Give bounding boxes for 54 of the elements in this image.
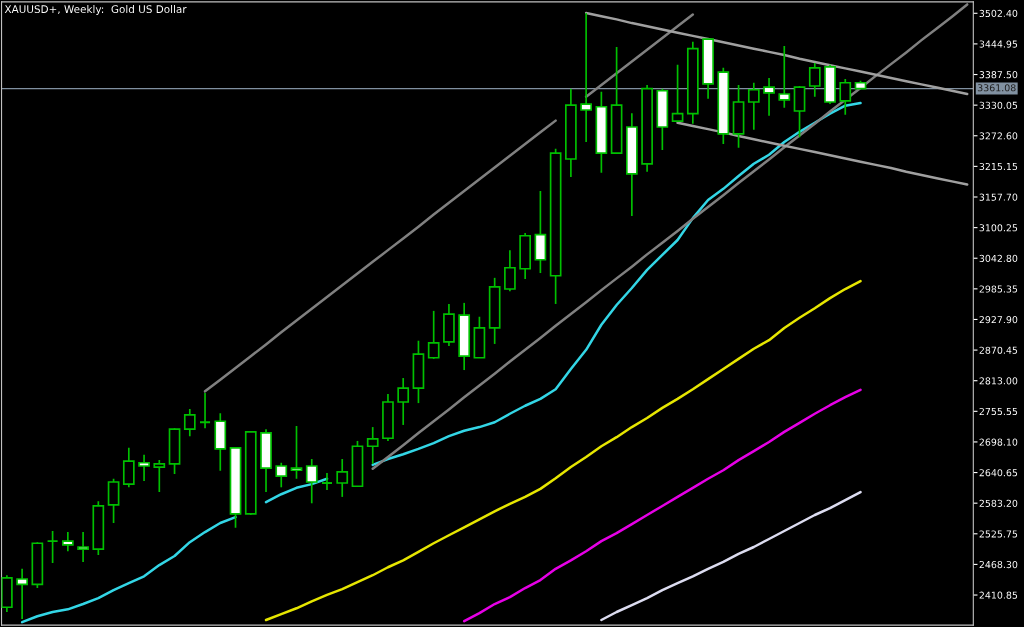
y-tick-label: 3330.05 (979, 101, 1018, 109)
candlestick (77, 531, 89, 563)
candlestick (153, 459, 166, 493)
candlestick (747, 81, 760, 131)
candlestick (138, 453, 150, 482)
y-tick-label: 3272.60 (979, 132, 1018, 140)
candlestick (793, 85, 806, 138)
candlestick (671, 63, 684, 122)
y-tick-label: 3387.50 (979, 71, 1018, 79)
y-tick-label: 2525.75 (979, 530, 1018, 538)
y-tick-label: 2870.45 (979, 346, 1018, 354)
y-tick-label: 3100.25 (979, 224, 1018, 232)
candlestick (199, 392, 212, 429)
ref-line-label: 3361.08 (977, 84, 1016, 92)
candlestick (778, 45, 791, 109)
y-tick-label: 3502.40 (979, 9, 1018, 18)
y-tick-label: 3042.80 (979, 254, 1018, 262)
candlestick (580, 12, 592, 143)
candlestick (763, 77, 775, 117)
line-series (371, 3, 969, 470)
y-tick-label: 3444.95 (979, 40, 1018, 48)
candlestick (320, 472, 333, 491)
candlestick (16, 568, 28, 620)
candlestick (61, 531, 74, 553)
candlestick (336, 458, 349, 498)
candlestick (839, 78, 852, 116)
candlestick (305, 458, 318, 505)
candlestick (183, 408, 196, 437)
candlestick (427, 310, 440, 360)
chart-title: XAUUSD+, Weekly: Gold US Dollar (4, 5, 187, 16)
y-tick-label: 2927.90 (979, 316, 1018, 324)
candlestick (397, 377, 410, 426)
candlestick (46, 530, 59, 564)
line-series (264, 279, 862, 622)
y-tick-label: 2985.35 (979, 285, 1018, 293)
candlestick (290, 425, 303, 480)
y-tick-label: 2813.00 (979, 377, 1018, 385)
y-tick-label: 3215.15 (979, 162, 1018, 171)
line-series (462, 388, 862, 623)
candlestick (107, 477, 120, 524)
y-tick-label: 2410.85 (979, 591, 1018, 599)
y-tick-label: 2755.55 (979, 407, 1018, 416)
y-tick-label: 2698.10 (979, 438, 1018, 446)
line-series (600, 490, 862, 622)
y-tick-label: 3157.70 (979, 193, 1018, 201)
candlestick (366, 426, 379, 465)
y-tick-label: 2583.20 (979, 499, 1018, 507)
y-tick-label: 2468.30 (979, 560, 1018, 569)
candlestick (504, 249, 516, 293)
line-series (584, 11, 969, 96)
y-tick-label: 2640.65 (979, 469, 1018, 477)
candlestick (808, 62, 821, 98)
candlestick (122, 447, 135, 489)
candlestick (275, 461, 288, 489)
